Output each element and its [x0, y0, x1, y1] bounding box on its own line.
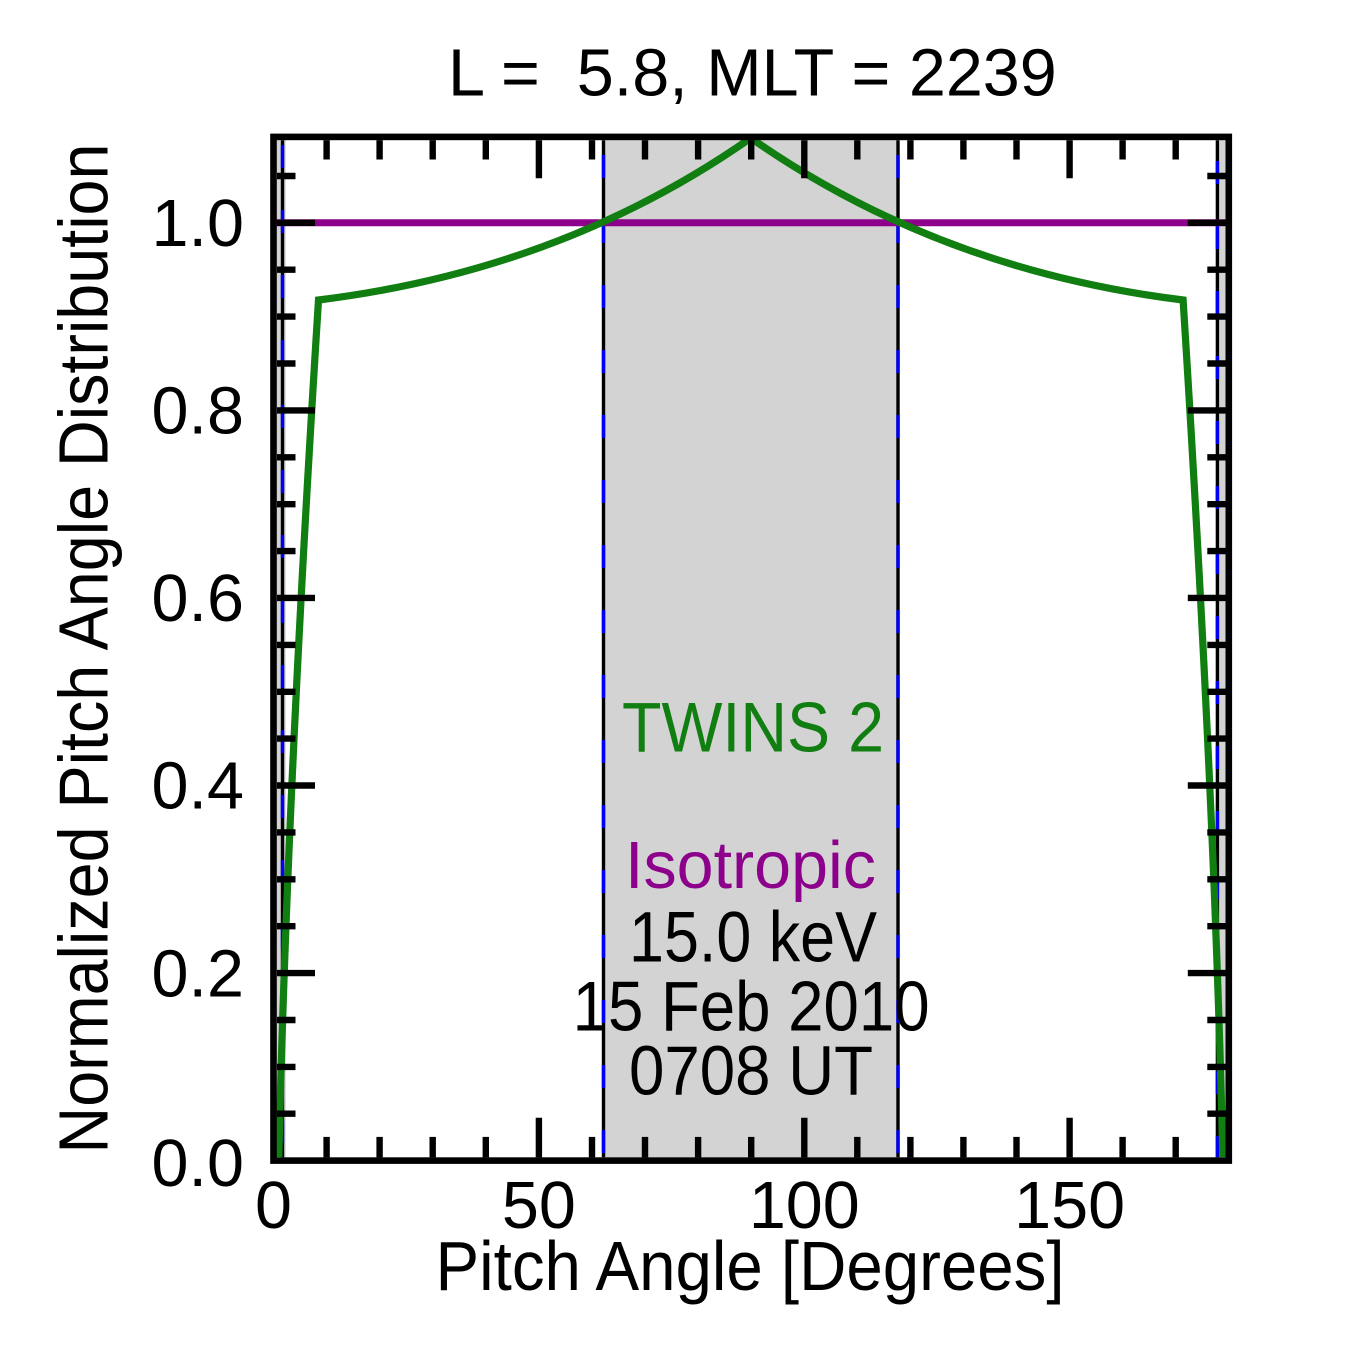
- svg-text:100: 100: [749, 1169, 860, 1243]
- svg-text:15 Feb 2010: 15 Feb 2010: [573, 968, 930, 1047]
- svg-text:Normalized Pitch Angle Distrib: Normalized Pitch Angle Distribution: [45, 144, 123, 1154]
- svg-text:0.8: 0.8: [152, 375, 244, 449]
- svg-text:15.0 keV: 15.0 keV: [629, 899, 878, 978]
- svg-text:0: 0: [255, 1169, 292, 1243]
- svg-text:0.4: 0.4: [152, 750, 244, 824]
- svg-text:0.2: 0.2: [152, 937, 244, 1011]
- svg-text:50: 50: [502, 1169, 576, 1243]
- svg-text:0.0: 0.0: [152, 1127, 244, 1201]
- svg-text:Pitch Angle [Degrees]: Pitch Angle [Degrees]: [436, 1227, 1065, 1305]
- svg-text:0.6: 0.6: [152, 562, 244, 636]
- svg-text:0708 UT: 0708 UT: [629, 1031, 873, 1109]
- svg-text:TWINS 2: TWINS 2: [622, 688, 884, 767]
- svg-text:L = 5.8, MLT = 2239: L = 5.8, MLT = 2239: [448, 36, 1057, 110]
- svg-text:150: 150: [1014, 1169, 1125, 1243]
- svg-text:1.0: 1.0: [152, 187, 244, 261]
- svg-text:Isotropic: Isotropic: [625, 829, 876, 903]
